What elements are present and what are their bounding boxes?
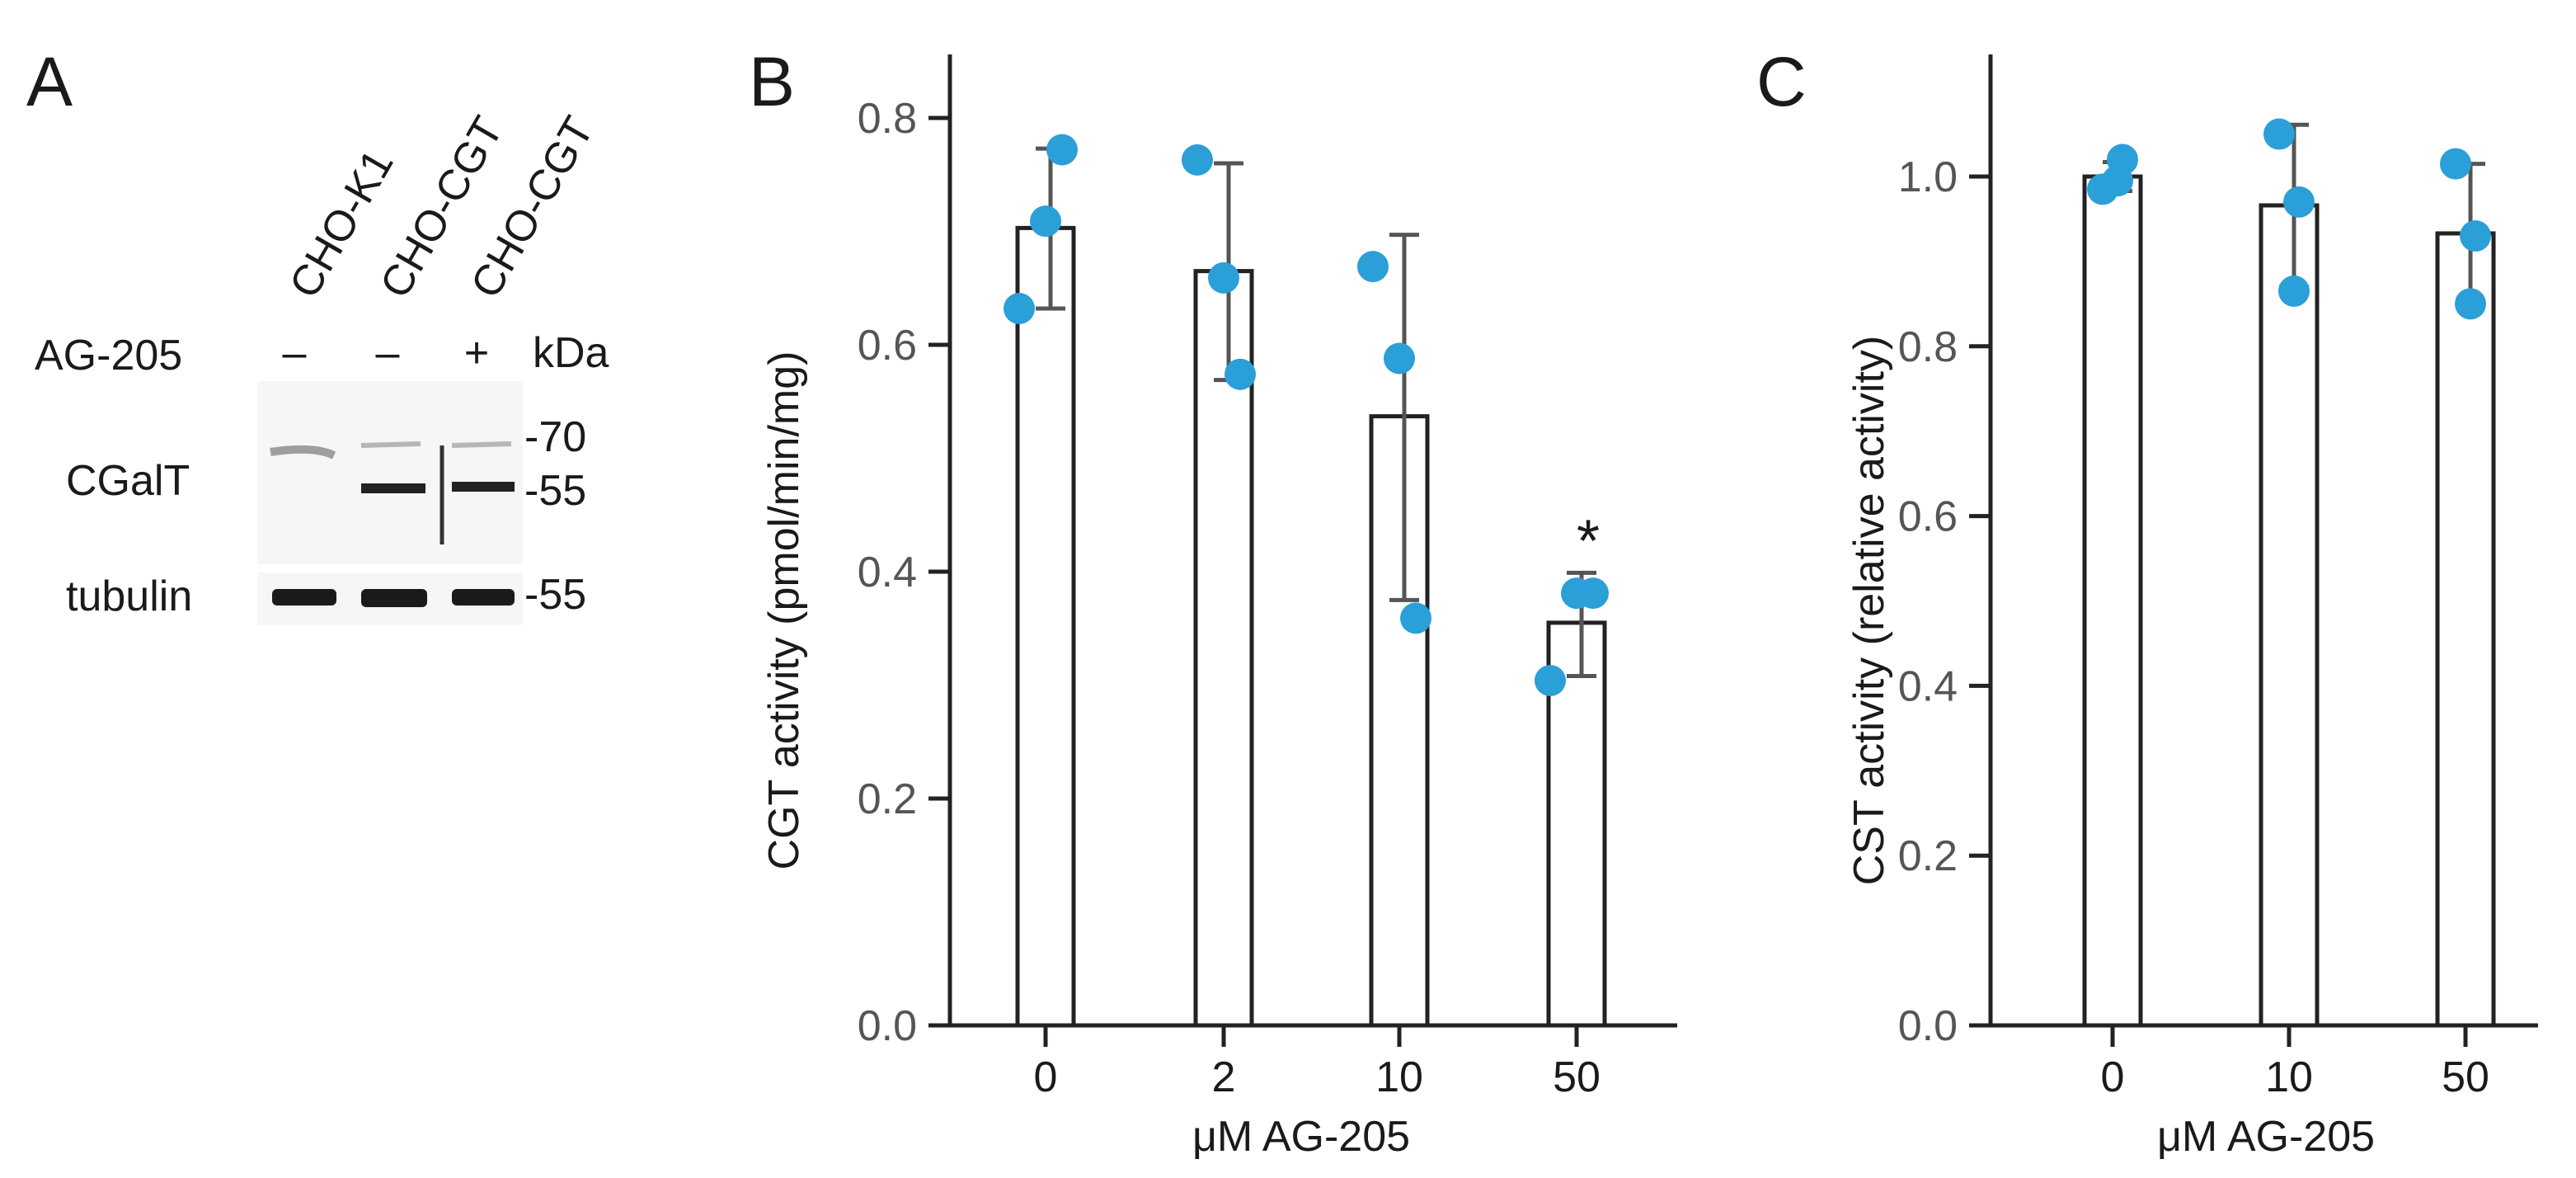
data-point: [1357, 251, 1389, 283]
data-point: [1046, 134, 1078, 166]
treatment-sign-2: –: [376, 329, 400, 377]
tubulin-band-lane3: [452, 589, 515, 605]
bar: [1369, 414, 1430, 1028]
x-tick-label: 50: [1553, 1053, 1601, 1101]
data-point: [2440, 148, 2471, 180]
bar: [1015, 225, 1076, 1028]
data-point: [2283, 186, 2315, 218]
y-tick-label: 1.0: [1898, 153, 1958, 201]
x-tick-label: 0: [1034, 1053, 1058, 1101]
data-point: [1400, 602, 1431, 634]
data-point: [1208, 262, 1239, 294]
panel-c-letter: C: [1756, 43, 1807, 120]
panel-c: C 0.0 0.2 0.4 0.6 0.8 1.0 0 10 50 μM AG-205 CST…: [1756, 43, 2538, 1161]
tubulin-band-lane1: [272, 589, 336, 605]
data-point: [1535, 665, 1566, 696]
panel-c-y-label: CST activity (relative activity): [1845, 336, 1893, 886]
data-point: [2102, 165, 2133, 197]
marker-70: -70: [524, 413, 586, 461]
panel-c-points: [2087, 118, 2491, 320]
data-point: [1225, 358, 1256, 390]
panel-a: A CHO-K1 CHO-CGT CHO-CGT AG-205 – – + kD…: [26, 43, 609, 625]
data-point: [2263, 118, 2295, 150]
panel-a-letter: A: [26, 43, 73, 120]
panel-b-bars: [1015, 225, 1607, 1028]
y-tick-label: 0.0: [858, 1002, 917, 1050]
panel-c-bars: [2082, 174, 2496, 1028]
y-tick-label: 0.4: [1898, 662, 1958, 710]
row-label-tubulin: tubulin: [66, 573, 192, 620]
y-tick-label: 0.0: [1898, 1002, 1958, 1050]
y-tick-label: 0.8: [858, 95, 917, 143]
panel-b-x-label: μM AG-205: [1192, 1113, 1410, 1161]
marker-55-cgalt: -55: [524, 467, 586, 515]
panel-b-points: [1004, 134, 1609, 696]
cgalt-band-lane1: [270, 445, 336, 459]
panel-b-error-bars: [1036, 146, 1596, 678]
x-tick-label: 10: [1375, 1053, 1423, 1101]
y-tick-label: 0.8: [1898, 323, 1958, 371]
y-tick-label: 0.6: [858, 322, 917, 370]
panel-b-annotations: *: [1577, 508, 1600, 574]
treatment-label: AG-205: [35, 332, 182, 379]
row-label-cgalt: CGalT: [66, 457, 190, 505]
treatment-sign-3: +: [464, 329, 489, 377]
panel-b: B 0.0 0.2 0.4 0.6 0.8 0 2 10 50 * μM AG-205 CGT…: [749, 43, 1677, 1161]
bar: [2259, 203, 2320, 1028]
data-point: [1030, 205, 1061, 238]
treatment-sign-1: –: [283, 329, 307, 377]
data-point: [1577, 577, 1609, 610]
unit-label: kDa: [533, 329, 609, 377]
x-tick-label: 0: [2101, 1053, 2125, 1101]
panel-b-letter: B: [749, 43, 795, 120]
x-tick-label: 50: [2442, 1053, 2489, 1101]
panel-b-y-ticks: 0.0 0.2 0.4 0.6 0.8: [858, 95, 950, 1050]
cgalt-band-lane3: [452, 482, 515, 492]
data-point: [2455, 288, 2486, 320]
cgalt-upper-band-lane2: [360, 441, 421, 448]
cgalt-blot: [257, 381, 523, 564]
cgalt-upper-band-lane3: [451, 441, 512, 448]
cgalt-band-lane2: [361, 483, 425, 493]
panel-b-y-label: CGT activity (pmol/min/mg): [760, 351, 808, 870]
bar: [2435, 231, 2496, 1028]
panel-c-y-ticks: 0.0 0.2 0.4 0.6 0.8 1.0: [1898, 153, 1991, 1050]
y-tick-label: 0.4: [858, 549, 917, 596]
x-tick-label: 2: [1212, 1053, 1236, 1101]
panel-c-x-label: μM AG-205: [2157, 1113, 2375, 1161]
bar: [2082, 174, 2143, 1028]
x-tick-label: 10: [2265, 1053, 2313, 1101]
tubulin-band-lane2: [361, 589, 427, 607]
data-point: [2460, 220, 2491, 252]
y-tick-label: 0.2: [858, 775, 917, 823]
data-point: [1182, 144, 1213, 176]
data-point: [2278, 275, 2310, 307]
data-point: [1004, 293, 1035, 324]
data-point: [1384, 342, 1415, 375]
y-tick-label: 0.2: [1898, 832, 1958, 880]
significance-marker: *: [1577, 508, 1600, 574]
panel-b-x-ticks: 0 2 10 50: [1034, 1027, 1601, 1101]
panel-c-x-ticks: 0 10 50: [2101, 1027, 2489, 1101]
y-tick-label: 0.6: [1898, 493, 1958, 541]
marker-55-tubulin: -55: [524, 571, 586, 619]
